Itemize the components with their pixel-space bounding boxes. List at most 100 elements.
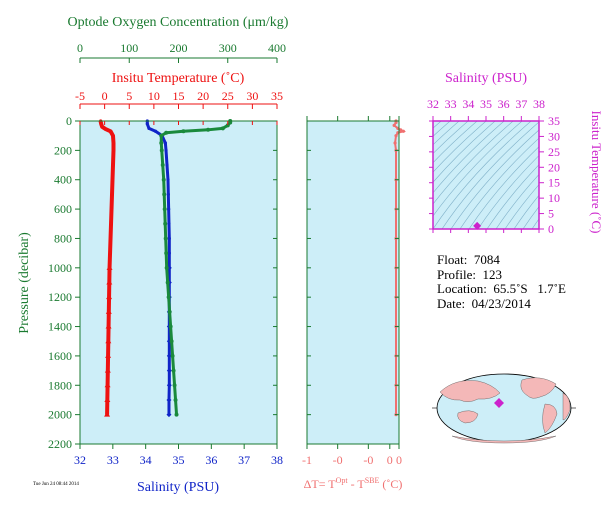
delta-t-label-part: (˚C) bbox=[379, 477, 402, 491]
temperature-point bbox=[104, 127, 108, 131]
ts-ytick-label: 35 bbox=[548, 114, 560, 128]
oxygen-point bbox=[164, 265, 169, 270]
delta-t-axis-title: ΔT= TOpt - TSBE (˚C) bbox=[304, 476, 403, 491]
delta-t-point bbox=[393, 141, 397, 145]
salinity-point bbox=[166, 178, 170, 182]
ts-ytick-label: 25 bbox=[548, 145, 560, 159]
ts-density-contour bbox=[459, 137, 539, 229]
delta-t-point bbox=[401, 129, 405, 133]
ts-density-contour bbox=[433, 121, 496, 183]
temperature-point bbox=[105, 308, 112, 314]
salinity-point bbox=[166, 412, 172, 418]
salinity-point bbox=[167, 236, 171, 241]
delta-t-label-superscript: SBE bbox=[365, 476, 380, 485]
ts-ytick-label: 5 bbox=[548, 207, 554, 221]
ts-ylabel: Insitu Temperature (˚C) bbox=[589, 110, 604, 233]
oxygen-point bbox=[173, 397, 178, 402]
salinity-point bbox=[166, 382, 172, 388]
ts-density-contours bbox=[433, 111, 616, 229]
ts-point bbox=[473, 221, 482, 230]
oxygen-point bbox=[164, 130, 169, 135]
profile-panel: 0200400600800100012001400160018002000220… bbox=[17, 15, 289, 495]
profile-number: Profile: 123 bbox=[437, 266, 502, 282]
temperature-point bbox=[105, 352, 112, 358]
ts-ytick-label: 30 bbox=[548, 129, 560, 143]
ts-xtick-label: 37 bbox=[515, 97, 527, 111]
ts-density-contour bbox=[433, 121, 532, 229]
temperature-point bbox=[104, 411, 111, 417]
map-continents bbox=[439, 377, 571, 444]
temperature-tick-label: 35 bbox=[271, 89, 283, 103]
ts-density-contour bbox=[433, 121, 451, 137]
oxygen-point bbox=[163, 221, 168, 226]
oxygen-point bbox=[168, 324, 173, 329]
salinity-point bbox=[166, 397, 172, 403]
temperature-tick-label: 30 bbox=[246, 89, 258, 103]
temperature-point bbox=[106, 279, 113, 285]
salinity-tick-label: 38 bbox=[271, 453, 283, 467]
footnote: Tue Jun 24 08:44 2014 bbox=[33, 482, 79, 487]
temperature-tick-label: 20 bbox=[197, 89, 209, 103]
map-north-america bbox=[520, 377, 557, 399]
delta-t-plot-frame bbox=[306, 120, 400, 445]
profile-series-group bbox=[98, 119, 233, 418]
map-location-marker bbox=[494, 398, 504, 408]
ts-density-contour bbox=[433, 121, 505, 194]
oxygen-line bbox=[159, 120, 232, 415]
map-australia bbox=[457, 410, 479, 424]
oxygen-point bbox=[225, 123, 230, 128]
oxygen-point bbox=[163, 236, 168, 241]
oxygen-point bbox=[220, 126, 225, 131]
oxygen-point bbox=[164, 251, 169, 256]
salinity-point bbox=[166, 192, 170, 197]
temperature-point bbox=[108, 251, 112, 255]
oxygen-tick-label: 300 bbox=[219, 41, 237, 55]
pressure-tick-label: 1600 bbox=[48, 349, 72, 363]
temperature-point bbox=[111, 134, 115, 138]
pressure-tick-label: 2000 bbox=[48, 408, 72, 422]
oxygen-point bbox=[166, 295, 171, 300]
ts-density-contour bbox=[504, 184, 539, 229]
salinity-tick-label: 32 bbox=[74, 453, 86, 467]
ts-density-contour bbox=[433, 121, 460, 146]
pressure-tick-label: 1000 bbox=[48, 261, 72, 275]
delta-t-label-part: ΔT= T bbox=[304, 477, 337, 491]
oxygen-tick-label: 400 bbox=[268, 41, 286, 55]
temperature-point bbox=[104, 382, 111, 388]
temperature-axis-title: Insitu Temperature (˚C) bbox=[112, 71, 245, 86]
world-map-icon bbox=[432, 373, 576, 444]
ts-ytick-label: 20 bbox=[548, 160, 560, 174]
salinity-axis-title: Salinity (PSU) bbox=[137, 480, 219, 495]
delta-t-point bbox=[394, 120, 398, 125]
ts-density-contour bbox=[495, 173, 539, 229]
salinity-point bbox=[167, 251, 171, 255]
temperature-point bbox=[111, 141, 116, 145]
salinity-tick-label: 35 bbox=[173, 453, 185, 467]
pressure-tick-label: 2200 bbox=[48, 437, 72, 451]
ts-title: Salinity (PSU) bbox=[445, 71, 527, 86]
oxygen-point bbox=[169, 339, 174, 344]
temperature-point bbox=[106, 264, 113, 270]
pressure-tick-label: 1200 bbox=[48, 290, 72, 304]
ts-xtick-label: 32 bbox=[427, 97, 439, 111]
oxygen-point bbox=[159, 148, 164, 153]
temperature-tick-label: 15 bbox=[173, 89, 185, 103]
delta-t-tick-label: -0 bbox=[333, 453, 343, 467]
ts-ytick-label: 0 bbox=[548, 222, 554, 236]
oxygen-point bbox=[160, 163, 165, 168]
pressure-tick-label: 1800 bbox=[48, 378, 72, 392]
salinity-tick-label: 34 bbox=[140, 453, 152, 467]
ts-density-contour bbox=[559, 111, 616, 229]
salinity-point bbox=[166, 368, 172, 374]
delta-t-label-superscript: Opt bbox=[336, 476, 349, 485]
salinity-point bbox=[164, 148, 168, 152]
salinity-point bbox=[145, 122, 149, 126]
oxygen-axis-title: Optode Oxygen Concentration (μm/kg) bbox=[68, 15, 289, 30]
salinity-point bbox=[153, 129, 158, 133]
map-africa bbox=[562, 392, 571, 421]
ts-density-contour bbox=[468, 146, 539, 229]
ts-density-contour bbox=[513, 194, 539, 229]
temperature-point bbox=[104, 367, 111, 373]
